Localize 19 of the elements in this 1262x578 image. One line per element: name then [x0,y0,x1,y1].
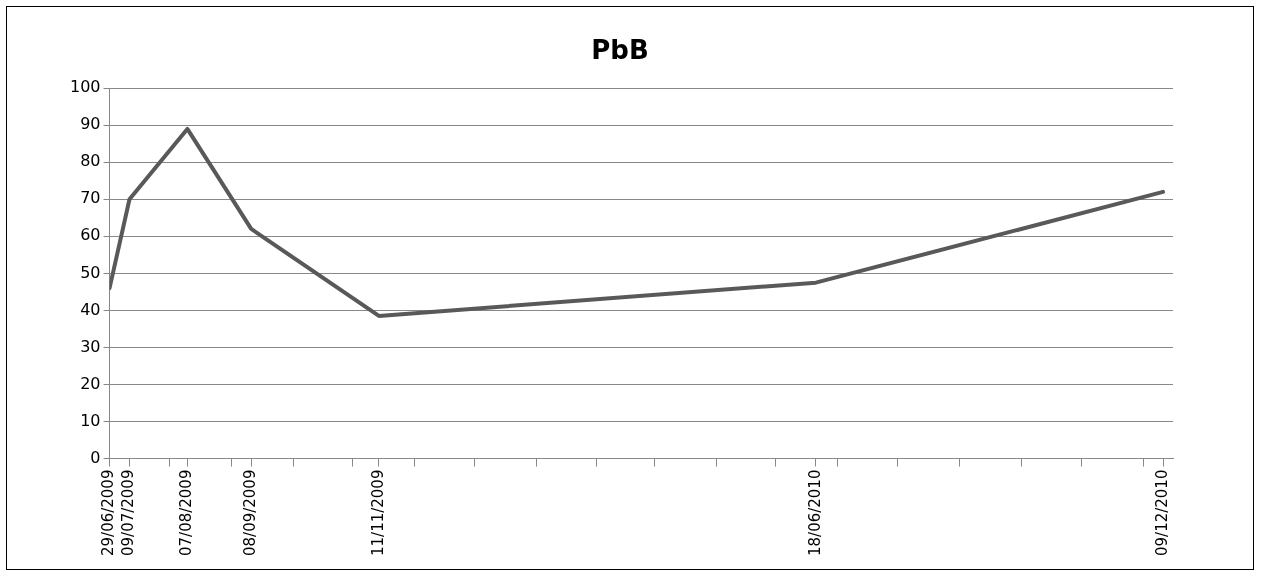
x-tick-label: 08/09/2009 [241,469,260,557]
x-tick-label: 29/06/2009 [99,469,118,557]
x-tick-label: 09/07/2009 [119,469,138,557]
y-tick-label: 90 [80,114,101,134]
y-tick-label: 30 [80,336,101,356]
chart-title: PbB [591,35,649,66]
y-tick-label: 70 [80,188,101,208]
y-tick-label: 40 [80,299,101,319]
x-tick-label: 18/06/2010 [805,469,824,557]
y-tick-label: 0 [90,447,101,467]
y-tick-label: 50 [80,262,101,282]
y-tick-label: 20 [80,373,101,393]
x-tick-label: 09/12/2010 [1152,469,1171,557]
y-tick-label: 100 [69,77,101,97]
x-tick-label: 07/08/2009 [177,469,196,557]
y-tick-label: 60 [80,225,101,245]
y-tick-label: 10 [80,410,101,430]
x-tick-label: 11/11/2009 [368,469,387,557]
y-tick-label: 80 [80,151,101,171]
